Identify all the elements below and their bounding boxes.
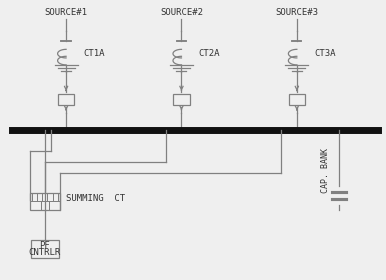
Text: SOURCE#3: SOURCE#3 [275, 8, 318, 17]
Text: CT1A: CT1A [83, 49, 105, 58]
Text: PF: PF [39, 241, 50, 250]
Text: CAP. BANK: CAP. BANK [321, 148, 330, 193]
Bar [58, 94, 74, 106]
Bar [173, 94, 190, 106]
Bar [30, 240, 59, 258]
Text: SUMMING  CT: SUMMING CT [66, 194, 125, 203]
Bar [289, 94, 305, 106]
Text: CT3A: CT3A [314, 49, 336, 58]
Text: SOURCE#1: SOURCE#1 [44, 8, 88, 17]
Bar [30, 193, 60, 210]
Text: CNTRLR: CNTRLR [29, 248, 61, 256]
Text: CT2A: CT2A [199, 49, 220, 58]
Text: SOURCE#2: SOURCE#2 [160, 8, 203, 17]
